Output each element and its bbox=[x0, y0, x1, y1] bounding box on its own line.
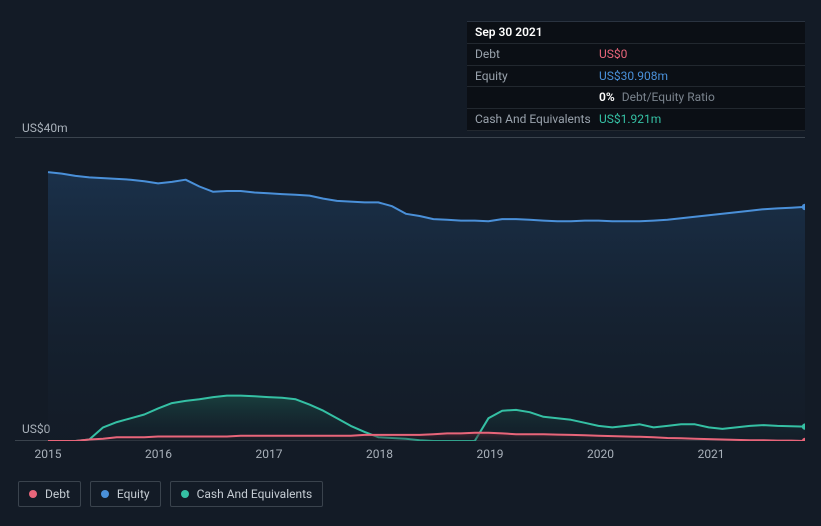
tooltip-date: Sep 30 2021 bbox=[475, 24, 543, 41]
x-axis-tick: 2020 bbox=[587, 447, 614, 461]
x-axis: 2015 2016 2017 2018 2019 2020 2021 bbox=[15, 447, 805, 461]
tooltip-equity-row: Equity US$30.908m bbox=[467, 66, 805, 88]
tooltip-cash-label: Cash And Equivalents bbox=[475, 111, 599, 128]
tooltip-debt-label: Debt bbox=[475, 46, 599, 63]
x-axis-tick: 2019 bbox=[477, 447, 504, 461]
x-axis-tick: 2016 bbox=[145, 447, 172, 461]
tooltip-ratio-value: 0% bbox=[599, 90, 615, 104]
tooltip-cash-value: US$1.921m bbox=[599, 111, 661, 128]
x-axis-tick: 2021 bbox=[698, 447, 725, 461]
legend-label: Debt bbox=[45, 487, 70, 501]
tooltip-equity-label: Equity bbox=[475, 68, 599, 85]
legend-item-debt[interactable]: Debt bbox=[18, 481, 81, 507]
tooltip-ratio-value-wrap: 0% Debt/Equity Ratio bbox=[599, 89, 715, 106]
chart-plot-area[interactable] bbox=[15, 137, 805, 441]
tooltip-cash-row: Cash And Equivalents US$1.921m bbox=[467, 109, 805, 131]
chart-legend: Debt Equity Cash And Equivalents bbox=[18, 481, 323, 507]
tooltip-debt-value: US$0 bbox=[599, 46, 627, 63]
legend-label: Cash And Equivalents bbox=[197, 487, 313, 501]
chart-tooltip: Sep 30 2021 Debt US$0 Equity US$30.908m … bbox=[467, 21, 805, 131]
tooltip-equity-value: US$30.908m bbox=[599, 68, 668, 85]
legend-swatch bbox=[101, 490, 109, 498]
tooltip-date-row: Sep 30 2021 bbox=[467, 22, 805, 44]
tooltip-ratio-label bbox=[475, 89, 599, 106]
tooltip-debt-row: Debt US$0 bbox=[467, 44, 805, 66]
x-axis-tick: 2017 bbox=[256, 447, 283, 461]
legend-swatch bbox=[181, 490, 189, 498]
y-axis-top-label: US$40m bbox=[22, 121, 68, 135]
x-axis-tick: 2018 bbox=[366, 447, 393, 461]
tooltip-ratio-row: 0% Debt/Equity Ratio bbox=[467, 87, 805, 109]
x-axis-tick: 2015 bbox=[35, 447, 62, 461]
tooltip-ratio-suffix: Debt/Equity Ratio bbox=[622, 90, 715, 104]
chart-svg bbox=[15, 138, 805, 441]
legend-item-equity[interactable]: Equity bbox=[90, 481, 161, 507]
legend-label: Equity bbox=[117, 487, 150, 501]
legend-swatch bbox=[29, 490, 37, 498]
legend-item-cash[interactable]: Cash And Equivalents bbox=[170, 481, 324, 507]
